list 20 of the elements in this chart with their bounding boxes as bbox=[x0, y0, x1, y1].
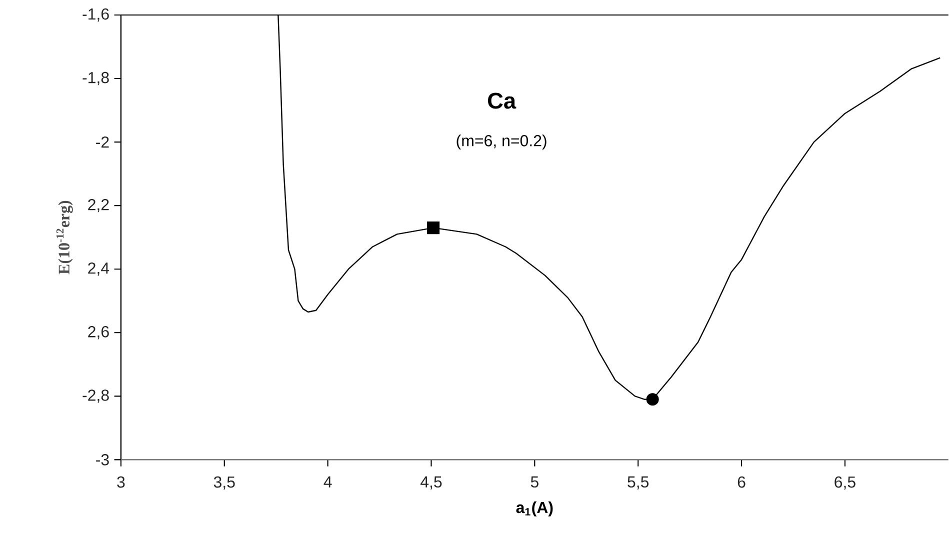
y-tick-label: 2,4 bbox=[88, 262, 110, 276]
x-tick-label: 3,5 bbox=[214, 476, 235, 490]
x-tick-label: 4,5 bbox=[420, 476, 442, 490]
y-tick-label: -2 bbox=[96, 136, 109, 148]
x-tick-label: 3 bbox=[117, 476, 125, 488]
annotation: (m=6, n=0.2) bbox=[456, 134, 546, 150]
y-tick-label: -1,6 bbox=[82, 8, 109, 22]
y-axis-title: E(10$^{-12}$erg) bbox=[56, 201, 73, 274]
x-axis-title: a$_{1}$(A) bbox=[516, 502, 553, 516]
x-tick-label: 5 bbox=[530, 476, 538, 488]
x-tick-label: 5,5 bbox=[628, 476, 649, 490]
y-tick-label: -1,8 bbox=[82, 72, 109, 86]
y-tick-label: -3 bbox=[96, 454, 109, 466]
x-tick-label: 4 bbox=[324, 476, 332, 488]
y-tick-label: 2,6 bbox=[88, 326, 109, 340]
x-tick-label: 6 bbox=[738, 476, 746, 488]
y-tick-label: -2,8 bbox=[82, 390, 109, 403]
annotation: Ca bbox=[488, 92, 516, 109]
y-tick-label: 2,2 bbox=[88, 199, 109, 212]
x-tick-label: 6,5 bbox=[834, 476, 856, 490]
